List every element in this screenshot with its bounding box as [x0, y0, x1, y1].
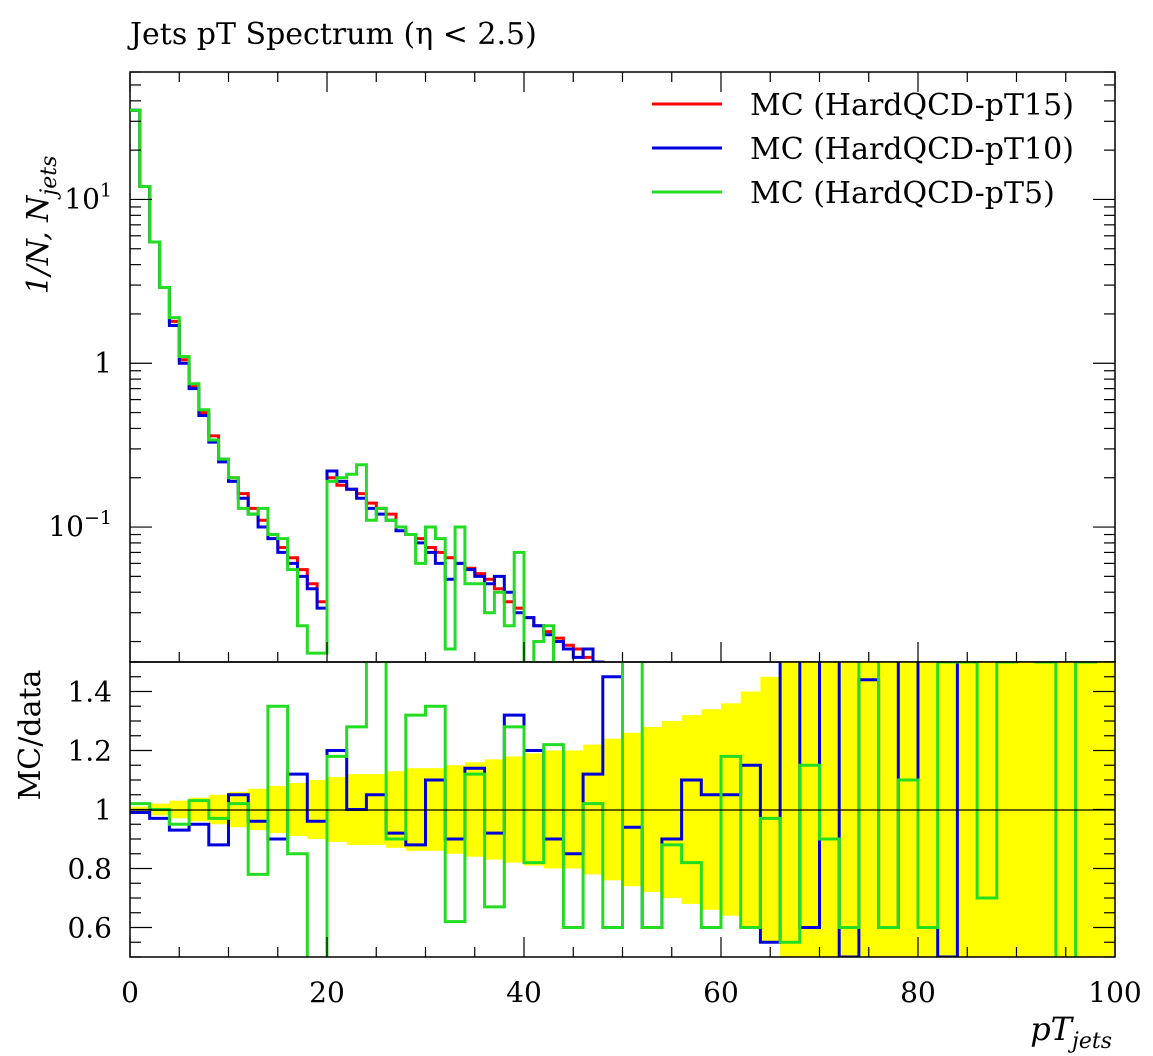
svg-text:1/N, Njets: 1/N, Njets [21, 156, 62, 295]
x-tick-label: 80 [900, 976, 936, 1009]
ratio-y-axis: 0.6 0.8 1 1.2 1.4 [67, 661, 1115, 958]
main-y-axis-label: 1/N, Njets [21, 156, 62, 295]
ratio-band-bin [1016, 662, 1037, 957]
y-tick-label-10: 101 [64, 179, 112, 215]
ratio-band-bin [858, 662, 880, 957]
x-tick-label: 60 [703, 976, 739, 1009]
ratio-band-bin [878, 662, 899, 957]
ratio-series-line-2 [130, 662, 1097, 957]
x-axis-label: pTjets [1030, 1010, 1112, 1054]
ratio-band-bin [957, 662, 978, 957]
x-tick-label: 0 [121, 976, 139, 1009]
main-series-group [130, 108, 605, 662]
main-x-ticks [129, 72, 1116, 662]
ratio-y-tick-label: 0.8 [67, 853, 112, 886]
ratio-y-tick-label: 1.4 [67, 676, 112, 709]
y-tick-label-0.1-base: 10 [48, 510, 84, 543]
y-tick-label-10-exp: 1 [100, 179, 112, 201]
main-ylabel-sub: jets [37, 156, 62, 201]
main-series-line-1 [130, 108, 605, 662]
xlabel-lead: pT [1030, 1010, 1074, 1048]
y-tick-label-1-base: 1 [94, 346, 112, 379]
ratio-panel: 0.6 0.8 1 1.2 1.4 0 20 40 60 80 100 [67, 661, 1142, 1009]
legend: MC (HardQCD-pT15) MC (HardQCD-pT10) MC (Ha… [652, 88, 1074, 211]
ratio-band-bin [1055, 662, 1077, 957]
ratio-band-bin [1036, 662, 1057, 957]
x-axis: 0 20 40 60 80 100 [121, 937, 1142, 1009]
ratio-band-bin [937, 662, 958, 957]
xlabel-sub: jets [1067, 1029, 1112, 1054]
y-tick-label-10-base: 10 [64, 182, 100, 215]
ratio-y-axis-label-group: MC/data [13, 669, 48, 800]
ratio-band-bin [898, 662, 919, 957]
legend-label-2: MC (HardQCD-pT5) [750, 176, 1055, 211]
x-tick-label: 100 [1088, 976, 1141, 1009]
legend-label-0: MC (HardQCD-pT15) [750, 88, 1074, 123]
ratio-band-bin [1095, 662, 1115, 957]
ratio-y-tick-label: 0.6 [67, 912, 112, 945]
ratio-y-tick-label: 1.2 [67, 735, 112, 768]
main-ylabel-lead: 1/N, N [21, 194, 56, 295]
main-series-line-2 [130, 108, 555, 662]
y-tick-label-1: 1 [94, 346, 112, 379]
ratio-y-tick-label: 1 [94, 794, 112, 827]
x-tick-label: 20 [309, 976, 345, 1009]
legend-label-1: MC (HardQCD-pT10) [750, 132, 1074, 167]
y-tick-label-0.1: 10−1 [48, 507, 112, 543]
ratio-band-bin [918, 662, 939, 957]
ratio-series-line-1 [130, 662, 1097, 957]
ratio-y-axis-label: MC/data [13, 669, 48, 800]
ratio-band-bin [977, 662, 998, 957]
ratio-series-group [130, 662, 1097, 957]
ratio-band-bin [1075, 662, 1096, 957]
main-series-line-0 [130, 108, 605, 662]
y-tick-label-0.1-exp: −1 [84, 507, 112, 529]
ratio-band-bin [996, 662, 1018, 957]
x-tick-label: 40 [506, 976, 542, 1009]
chart-title: Jets pT Spectrum (η < 2.5) [127, 17, 537, 52]
